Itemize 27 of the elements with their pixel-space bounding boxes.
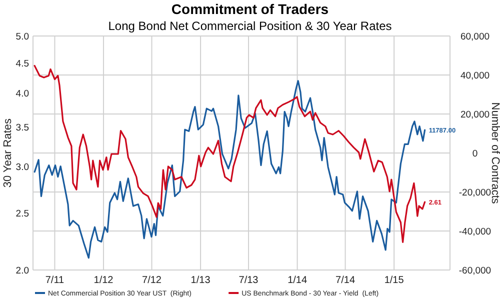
y-tick-label: 3.5 <box>16 122 29 134</box>
y2-tick-label: -60,000 <box>458 266 492 276</box>
y-tick-label: 2.5 <box>16 208 29 220</box>
y-tick-label: 4.0 <box>16 88 29 100</box>
y-tick-label: 2.0 <box>16 266 29 276</box>
x-tick-label: 1/14 <box>288 275 308 286</box>
y2-tick-label: 40,000 <box>460 70 490 82</box>
y-tick-label: 3.0 <box>16 162 29 173</box>
x-tick-label: 7/14 <box>336 275 356 286</box>
y-axis-title: 30 Year Rates <box>2 118 14 188</box>
x-tick-label: 7/11 <box>45 275 65 286</box>
x-tick-label: 1/15 <box>384 275 404 286</box>
chart-subtitle: Long Bond Net Commercial Position & 30 Year Rates <box>108 19 392 33</box>
x-tick-label: 1/12 <box>94 275 114 286</box>
y2-tick-label: 0 <box>472 148 478 160</box>
x-tick-label: 1/13 <box>190 275 211 286</box>
y2-tick-label: 60,000 <box>460 32 490 42</box>
y-tick-label: 5.0 <box>16 32 29 42</box>
chart-title: Commitment of Traders <box>171 1 329 17</box>
y2-tick-label: -40,000 <box>458 226 492 238</box>
x-tick-label: 7/12 <box>142 275 162 286</box>
line-series <box>34 80 426 259</box>
y2-tick-label: -20,000 <box>458 188 492 198</box>
line-series <box>34 64 426 243</box>
y-tick-label: 4.5 <box>16 58 29 70</box>
y2-tick-label: 20,000 <box>460 110 490 120</box>
x-tick-label: 7/13 <box>238 275 259 286</box>
